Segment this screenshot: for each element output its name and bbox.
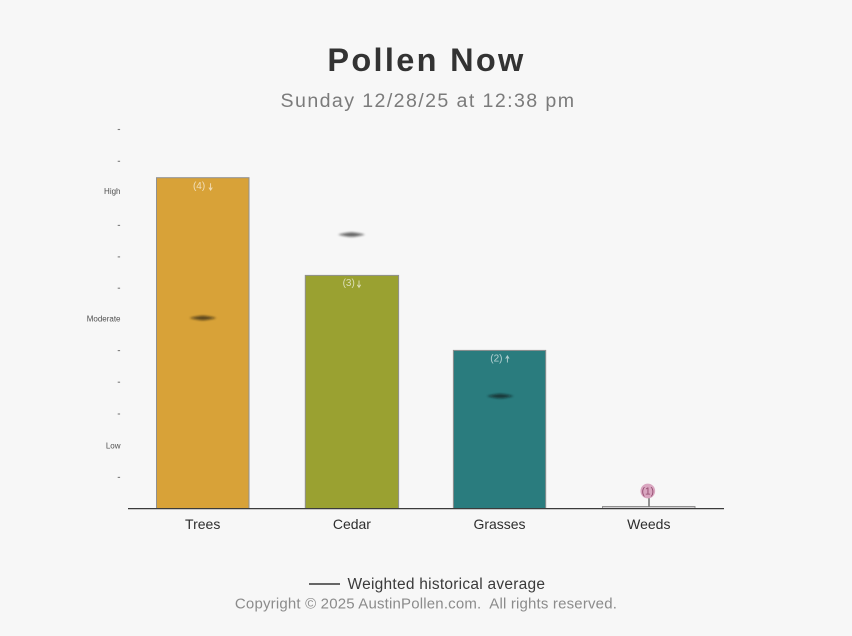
svg-text:Trees: Trees	[185, 516, 220, 532]
svg-text:Cedar: Cedar	[333, 516, 371, 532]
svg-text:High: High	[104, 187, 120, 196]
svg-text:Pollen Now: Pollen Now	[327, 42, 525, 78]
svg-text:(4): (4)	[193, 181, 205, 192]
svg-text:(2): (2)	[490, 353, 502, 364]
svg-text:Low: Low	[106, 441, 121, 450]
svg-text:(3): (3)	[343, 278, 355, 289]
svg-text:Sunday 12/28/25 at 12:38 pm: Sunday 12/28/25 at 12:38 pm	[281, 90, 576, 112]
svg-text:Grasses: Grasses	[473, 516, 525, 532]
svg-text:Moderate: Moderate	[87, 315, 121, 324]
svg-text:Weighted historical average: Weighted historical average	[348, 576, 546, 593]
svg-text:(1): (1)	[642, 487, 654, 498]
svg-text:Weeds: Weeds	[627, 516, 670, 532]
svg-text:Copyright © 2025 AustinPollen.: Copyright © 2025 AustinPollen.com. All r…	[235, 596, 617, 613]
